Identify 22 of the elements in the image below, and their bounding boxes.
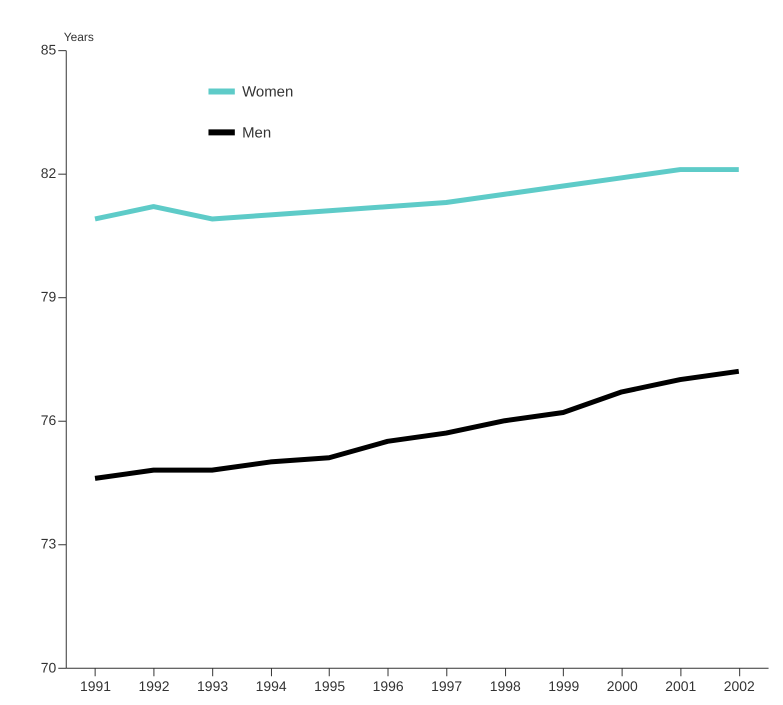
x-tick-label: 1996 <box>372 678 404 694</box>
y-tick-label: 85 <box>40 42 57 58</box>
line-series <box>92 368 742 481</box>
legend-label: Women <box>242 83 294 100</box>
x-tick-label: 1993 <box>197 678 228 694</box>
x-tick-label: 1997 <box>431 678 462 694</box>
x-tick-label: 1999 <box>548 678 580 694</box>
x-tick-label: 1995 <box>314 678 346 694</box>
y-tick-label: 79 <box>40 288 57 305</box>
x-tick-label: 2002 <box>724 678 756 694</box>
x-tick-label: 1998 <box>490 678 521 694</box>
y-axis-title: Years <box>64 30 94 44</box>
x-tick-label: 2001 <box>665 678 697 694</box>
x-tick-label: 1991 <box>80 678 112 694</box>
y-tick-label: 70 <box>40 659 57 676</box>
y-tick-label: 73 <box>40 536 57 552</box>
x-tick-label: 1992 <box>138 678 170 694</box>
x-tick-label: 1994 <box>256 678 287 694</box>
y-tick-label: 76 <box>40 412 57 428</box>
legend-label: Men <box>242 124 272 142</box>
y-tick-label: 82 <box>40 165 57 182</box>
x-tick-label: 2000 <box>606 678 638 694</box>
